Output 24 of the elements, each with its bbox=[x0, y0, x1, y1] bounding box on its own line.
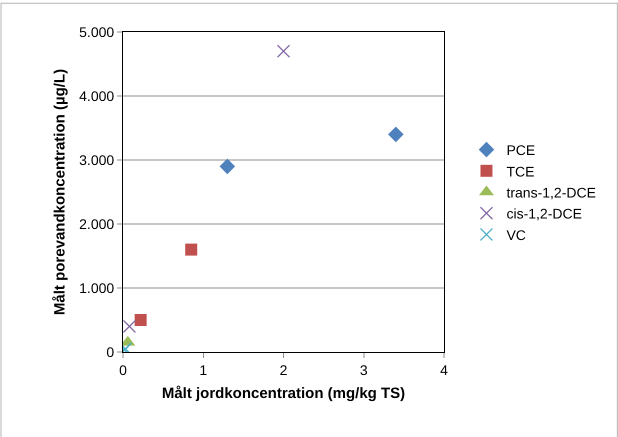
x-tick-label: 4 bbox=[440, 362, 448, 378]
legend-label: PCE bbox=[506, 142, 536, 158]
x-tick-label: 0 bbox=[119, 362, 128, 378]
y-tick-label: 4.000 bbox=[79, 88, 114, 104]
x-tick-label: 1 bbox=[199, 362, 208, 378]
y-tick-label: 0 bbox=[106, 344, 114, 360]
legend-label: TCE bbox=[506, 163, 534, 180]
legend-label: trans-1,2-DCE bbox=[506, 184, 596, 200]
x-axis-title: Målt jordkoncentration (mg/kg TS) bbox=[162, 384, 406, 402]
legend-label: cis-1,2-DCE bbox=[506, 206, 582, 222]
point bbox=[276, 44, 290, 58]
x-tick-label: 3 bbox=[360, 362, 368, 378]
y-tick-label: 1.000 bbox=[79, 280, 114, 296]
point bbox=[185, 244, 198, 256]
y-tick-label: 5.000 bbox=[79, 24, 114, 40]
point bbox=[388, 126, 404, 142]
point bbox=[123, 320, 136, 334]
point bbox=[220, 158, 236, 174]
point bbox=[134, 314, 147, 326]
y-axis-title: Målt porevandkoncentration (µg/L) bbox=[51, 68, 68, 316]
x-tick-label: 2 bbox=[280, 362, 288, 378]
legend-label: VC bbox=[506, 226, 526, 243]
y-tick-label: 3.000 bbox=[79, 152, 114, 168]
y-tick-label: 2.000 bbox=[79, 216, 114, 232]
